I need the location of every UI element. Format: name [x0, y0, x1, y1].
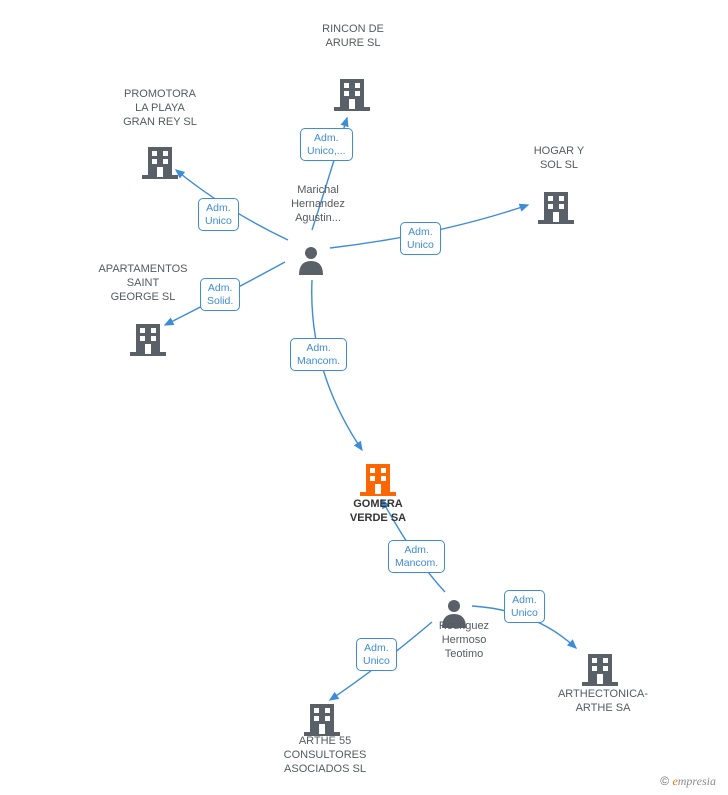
- person-icon: [297, 245, 325, 280]
- node-label: RINCON DE ARURE SL: [308, 23, 398, 51]
- node-label: ARTHE 55 CONSULTORES ASOCIADOS SL: [260, 735, 390, 776]
- building-icon: [142, 143, 178, 184]
- building-icon: [334, 75, 370, 116]
- edge-label: Adm. Unico: [504, 590, 545, 623]
- edge-label: Adm. Unico: [356, 638, 397, 671]
- building-icon: [130, 320, 166, 361]
- node-label: Marichal Hernandez Agustin...: [268, 184, 368, 225]
- edge-label: Adm. Mancom.: [290, 338, 347, 371]
- node-label: APARTAMENTOS SAINT GEORGE SL: [78, 263, 208, 304]
- building-icon: [582, 650, 618, 691]
- edge-label: Adm. Unico: [400, 222, 441, 255]
- node-label: ARTHECTONICA- ARTHE SA: [538, 688, 668, 716]
- node-label: GOMERA VERDE SA: [328, 498, 428, 526]
- edge-label: Adm. Unico,...: [300, 128, 353, 161]
- edge-label: Adm. Unico: [198, 198, 239, 231]
- building-icon: [360, 460, 396, 501]
- node-label: Rodriguez Hermoso Teotimo: [414, 620, 514, 661]
- edge-label: Adm. Mancom.: [388, 540, 445, 573]
- building-icon: [538, 188, 574, 229]
- brand-rest: mpresia: [678, 774, 716, 788]
- node-label: HOGAR Y SOL SL: [514, 145, 604, 173]
- copyright: © empresia: [660, 774, 716, 789]
- edge-label: Adm. Solid.: [200, 278, 240, 311]
- node-label: PROMOTORA LA PLAYA GRAN REY SL: [100, 88, 220, 129]
- copyright-symbol: ©: [660, 774, 669, 788]
